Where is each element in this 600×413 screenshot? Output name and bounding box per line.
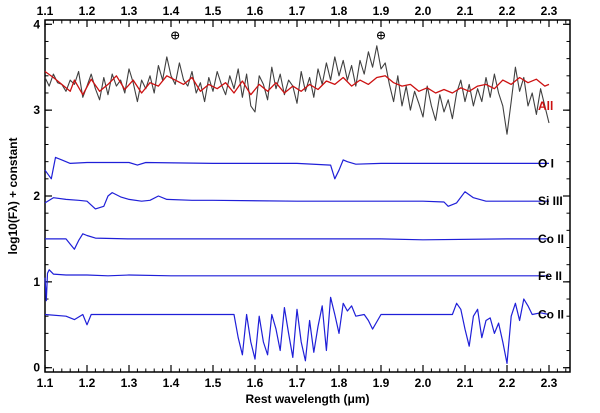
- x-tick-label: 1.2: [79, 376, 96, 390]
- series-label-4: Co II: [538, 232, 564, 246]
- y-tick-label: 0: [33, 361, 40, 375]
- x-tick-label-top: 1.3: [121, 4, 138, 18]
- plot-border: [44, 19, 571, 373]
- telluric-markers: [171, 31, 385, 40]
- x-tick-label-top: 2.1: [457, 4, 474, 18]
- x-tick-label: 1.3: [121, 376, 138, 390]
- x-tick-label-top: 2.0: [415, 4, 432, 18]
- x-tick-label: 1.9: [373, 376, 390, 390]
- y-tick-label: 3: [33, 103, 40, 117]
- series-layer: [44, 45, 550, 364]
- x-tick-label: 2.2: [499, 376, 516, 390]
- series-label-1: All: [538, 99, 553, 113]
- series-line-2: [44, 156, 549, 180]
- series-line-1: [44, 70, 550, 96]
- x-tick-label-top: 2.3: [541, 4, 558, 18]
- x-tick-label: 2.3: [541, 376, 558, 390]
- series-line-5: [44, 269, 549, 302]
- x-tick-label-top: 1.2: [79, 4, 96, 18]
- x-tick-label: 1.4: [163, 376, 180, 390]
- series-line-6: [44, 296, 550, 364]
- axis-ticks: [44, 20, 570, 372]
- x-tick-label: 1.6: [247, 376, 264, 390]
- series-label-6: Co II: [538, 307, 564, 321]
- x-tick-label: 1.5: [205, 376, 222, 390]
- telluric-marker-icon: [171, 31, 180, 40]
- x-tick-label-top: 1.9: [373, 4, 390, 18]
- x-tick-label-top: 1.1: [37, 4, 54, 18]
- x-tick-label-top: 1.7: [289, 4, 306, 18]
- telluric-marker-icon: [377, 31, 385, 40]
- series-label-3: Si III: [538, 194, 563, 208]
- y-tick-label: 4: [33, 17, 40, 31]
- x-tick-label: 2.0: [415, 376, 432, 390]
- x-tick-label-top: 1.5: [205, 4, 222, 18]
- series-line-0: [44, 45, 550, 135]
- plot-frame: [44, 19, 571, 373]
- series-line-3: [44, 191, 549, 210]
- series-line-4: [45, 233, 549, 250]
- x-tick-label: 2.1: [457, 376, 474, 390]
- x-tick-label-top: 2.2: [499, 4, 516, 18]
- x-tick-label: 1.8: [331, 376, 348, 390]
- y-tick-label: 2: [33, 189, 40, 203]
- y-tick-label: 1: [33, 275, 40, 289]
- y-axis-title: log10(Fλ) + constant: [6, 137, 20, 254]
- tick-labels: 1.1 1.1 1.2 1.2 1.3 1.3 1.4 1.4 1.5 1.5 1.6 1.6 1.7 1…: [33, 4, 557, 390]
- x-tick-label-top: 1.8: [331, 4, 348, 18]
- x-tick-label: 1.1: [37, 376, 54, 390]
- series-label-2: O I: [538, 156, 554, 170]
- x-tick-label: 1.7: [289, 376, 306, 390]
- x-tick-label-top: 1.4: [163, 4, 180, 18]
- series-labels: All O I Si III Co II Fe II Co II: [538, 99, 564, 322]
- series-label-5: Fe II: [538, 269, 562, 283]
- x-tick-label-top: 1.6: [247, 4, 264, 18]
- x-axis-title: Rest wavelength (μm): [245, 392, 369, 406]
